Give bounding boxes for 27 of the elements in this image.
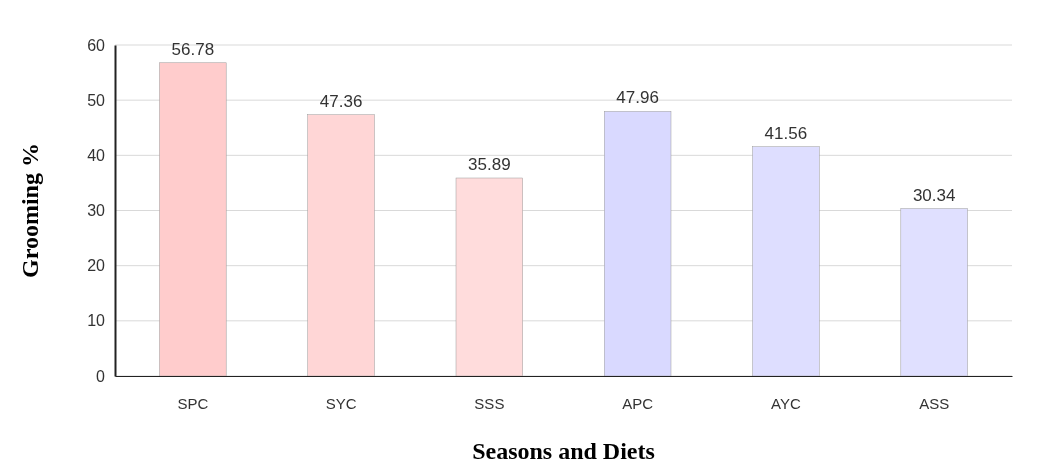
data-label: 41.56 — [764, 123, 808, 143]
data-label: 47.96 — [616, 88, 659, 108]
x-tick-label: ASS — [919, 394, 950, 412]
bar — [900, 208, 968, 377]
bar — [604, 111, 672, 377]
x-tick-label: SSS — [474, 394, 505, 412]
x-tick-label: APC — [622, 394, 654, 412]
y-tick-label: 10 — [87, 312, 106, 330]
y-tick-label: 50 — [87, 91, 106, 109]
y-tick-label: 0 — [96, 367, 106, 385]
bar — [307, 114, 375, 377]
y-tick-label: 30 — [87, 202, 106, 220]
x-tick-label: AYC — [771, 394, 801, 412]
x-tick-label: SPC — [177, 394, 209, 412]
x-tick-label: SYC — [325, 394, 357, 412]
bar — [159, 62, 227, 377]
data-label: 30.34 — [912, 185, 956, 205]
bar — [752, 146, 820, 377]
data-label: 35.89 — [468, 155, 511, 175]
y-axis-title: Grooming % — [17, 143, 43, 278]
y-tick-label: 60 — [87, 36, 106, 54]
data-label: 47.36 — [319, 91, 363, 111]
x-axis-title: Seasons and Diets — [472, 438, 655, 464]
y-tick-label: 20 — [87, 257, 106, 275]
data-label: 56.78 — [171, 39, 215, 59]
y-tick-label: 40 — [87, 146, 106, 164]
bar — [455, 177, 523, 377]
